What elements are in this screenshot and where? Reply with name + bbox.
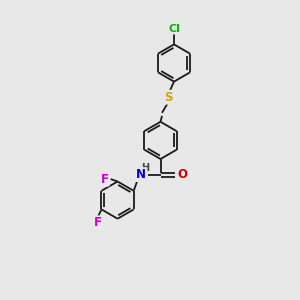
Text: F: F	[94, 216, 102, 230]
Text: H: H	[141, 163, 150, 173]
Text: F: F	[101, 172, 109, 186]
Text: N: N	[135, 168, 146, 181]
Text: S: S	[164, 91, 173, 104]
Text: Cl: Cl	[168, 23, 180, 34]
Text: O: O	[177, 168, 187, 181]
